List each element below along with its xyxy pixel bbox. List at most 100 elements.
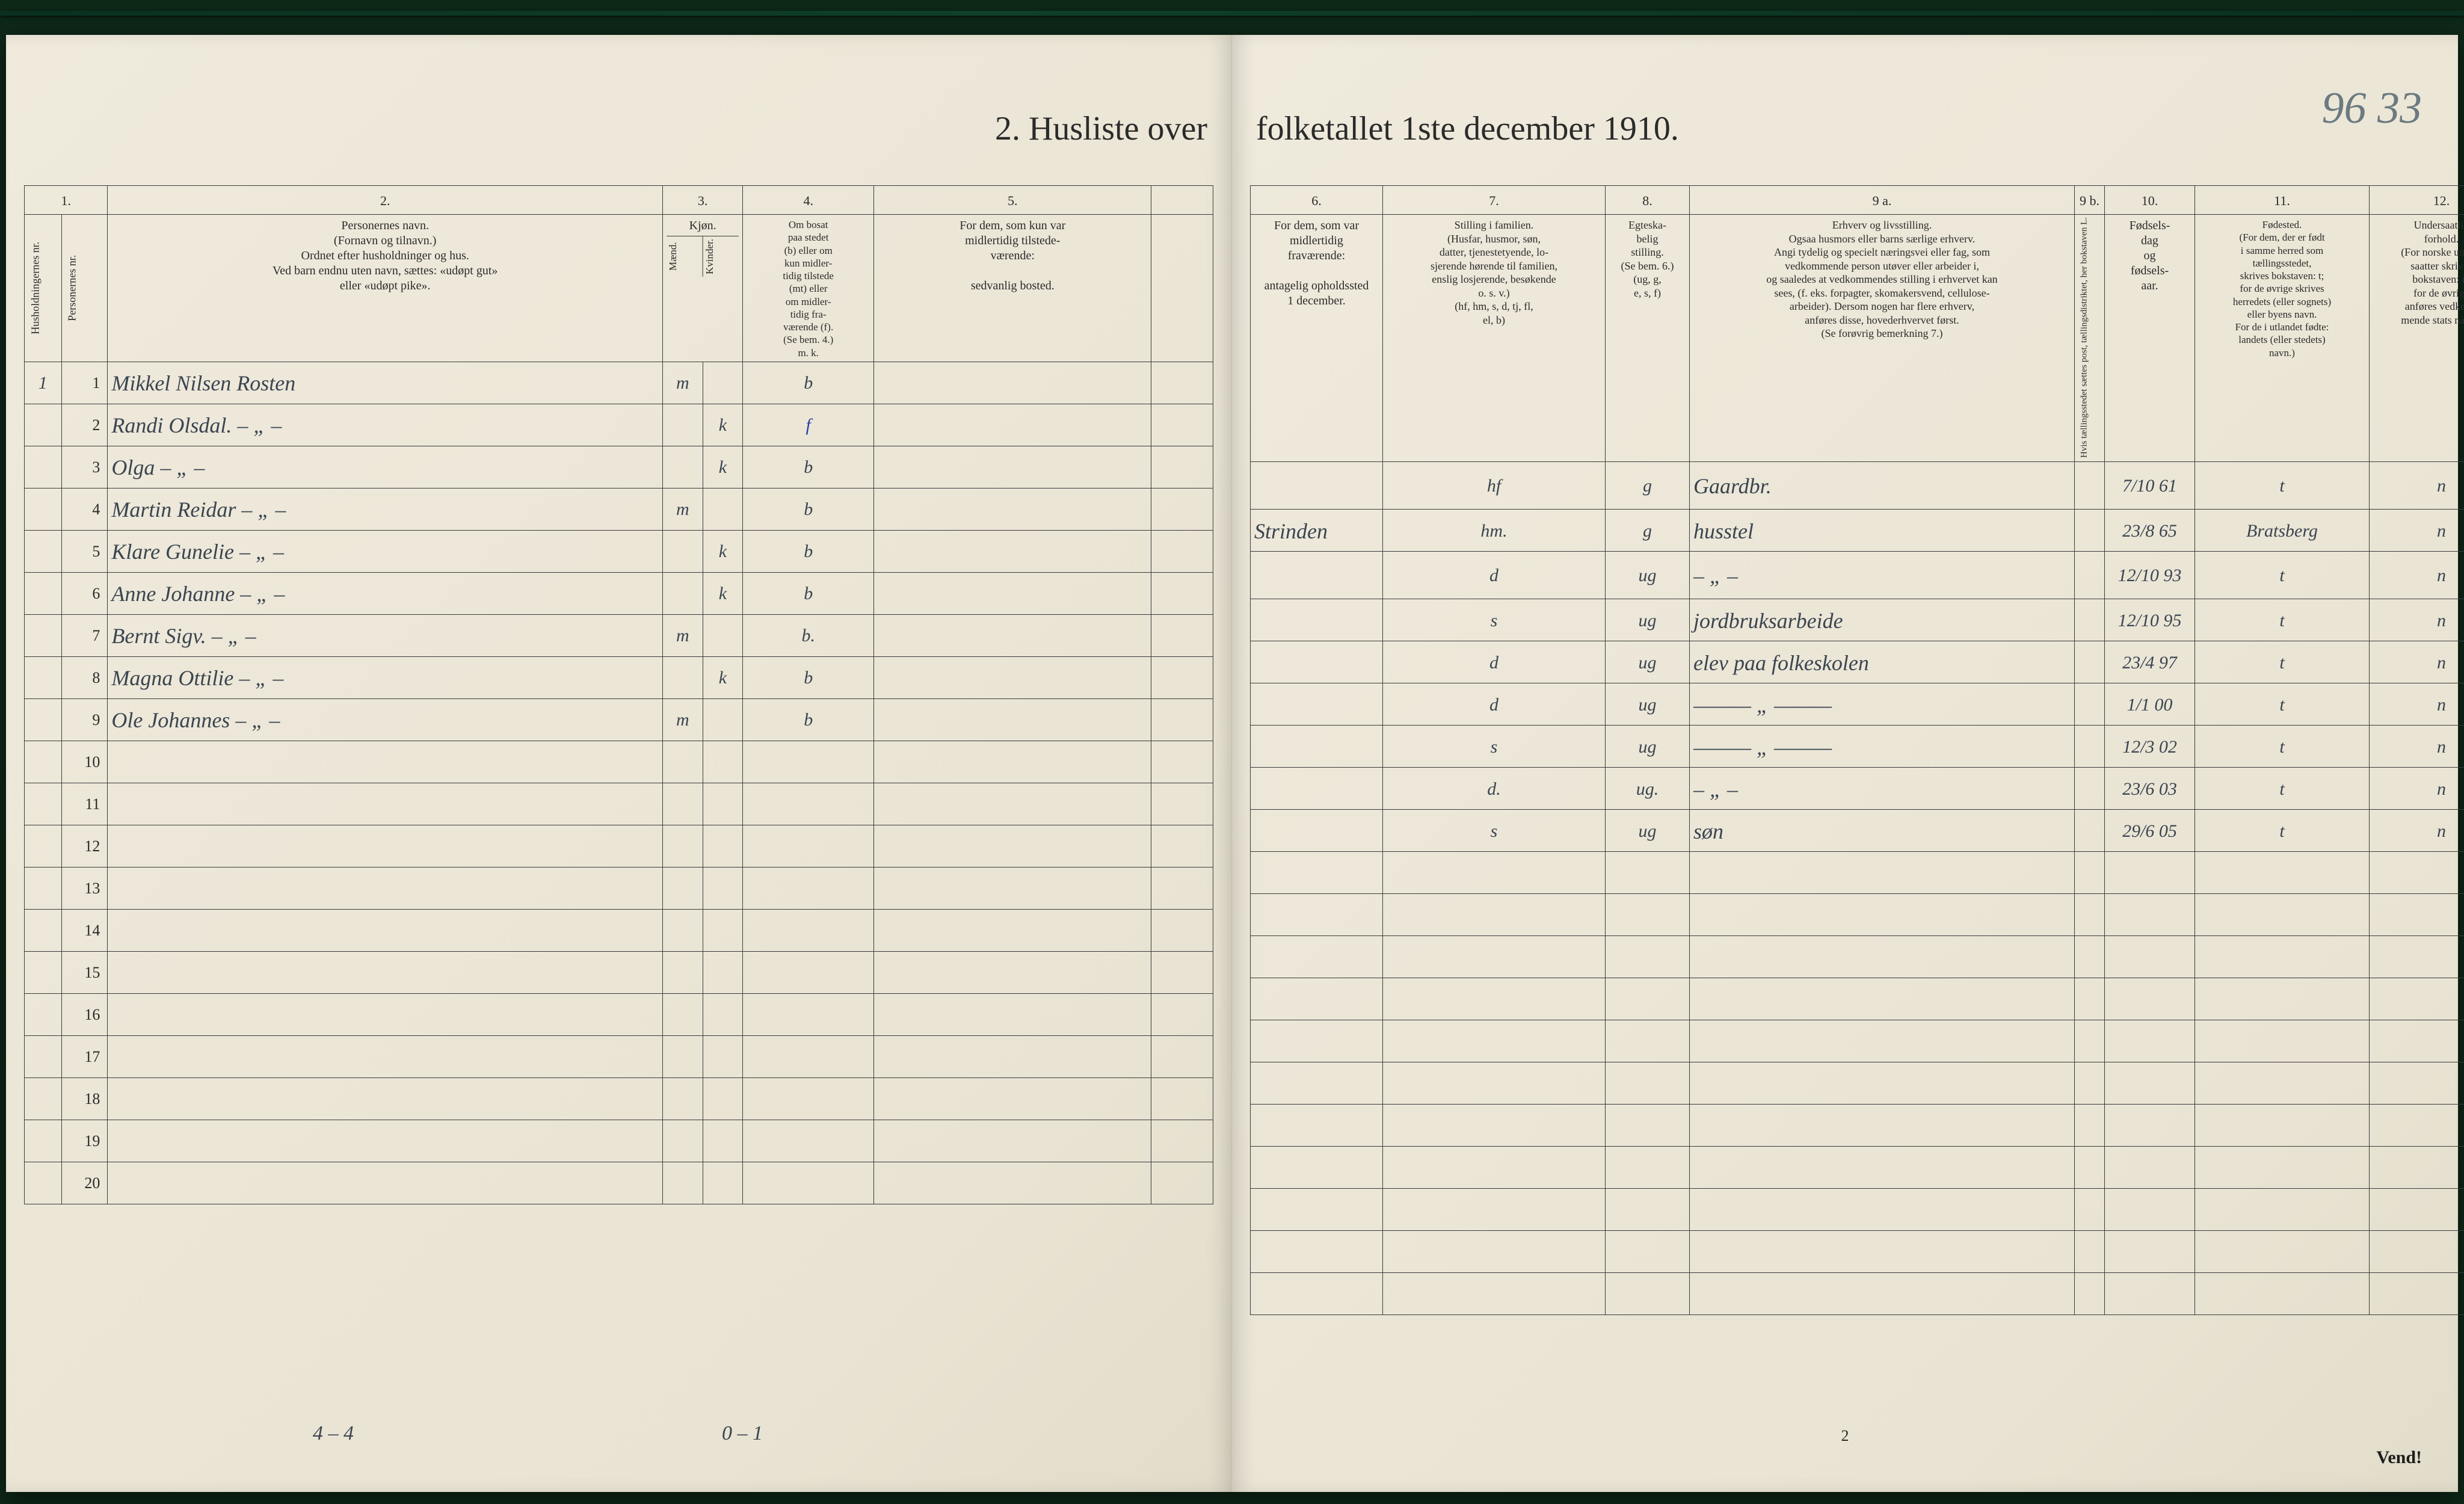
cell-blank [2195, 1062, 2370, 1105]
cell-blank [108, 867, 663, 909]
table-row-blank [1251, 1147, 2464, 1189]
cell-blank [2370, 1062, 2464, 1105]
cell-c11: t [2195, 552, 2370, 599]
tally-sex: 4 – 4 [313, 1422, 354, 1445]
cell-blank [874, 993, 1151, 1035]
cell-res: b [743, 488, 874, 530]
hdr-c11: Fødested. (For dem, der er født i samme … [2195, 215, 2370, 462]
hdr-c12: Undersaatlig forhold. (For norske under-… [2370, 215, 2464, 462]
cell-blank [1251, 852, 1383, 894]
cell-c8: ug [1606, 810, 1690, 852]
cell-c6-stub [1151, 530, 1213, 572]
table-row-blank: 10 [25, 741, 1213, 783]
cell-c8: ug [1606, 599, 1690, 641]
cell-blank [108, 1077, 663, 1120]
cell-blank [1690, 852, 2075, 894]
hdr-pn: Personernes nr. [61, 215, 108, 362]
colnum-9a: 9 a. [1690, 186, 2075, 215]
cell-c5 [874, 488, 1151, 530]
cell-blank [1151, 951, 1213, 993]
cell-c6-stub [1151, 362, 1213, 404]
cell-blank [1383, 1020, 1606, 1062]
hdr-sex-m: Mænd. [667, 236, 703, 277]
cell-pn: 19 [61, 1120, 108, 1162]
cell-blank [108, 909, 663, 951]
cell-c9b [2075, 599, 2105, 641]
cell-blank [108, 741, 663, 783]
cell-res: b [743, 656, 874, 698]
cell-c7: d. [1383, 768, 1606, 810]
hdr-c9: Erhverv og livsstilling. Ogsaa husmors e… [1690, 215, 2075, 462]
cell-sex-m: m [663, 698, 703, 741]
table-row: 11Mikkel Nilsen Rostenmb [25, 362, 1213, 404]
cell-blank [1251, 1273, 1383, 1315]
cell-c7: hf [1383, 462, 1606, 510]
table-row: 9Ole Johannes – „ –mb [25, 698, 1213, 741]
sheet-number-handwritten: 96 33 [2322, 83, 2422, 134]
cell-sex-k: k [703, 572, 743, 614]
cell-blank [743, 825, 874, 867]
cell-blank [2370, 894, 2464, 936]
table-row: dugelev paa folkeskolen23/4 97tns. [1251, 641, 2464, 683]
cell-blank [2370, 1189, 2464, 1231]
cell-blank [1251, 894, 1383, 936]
cell-blank [1251, 978, 1383, 1020]
cell-c6-stub [1151, 488, 1213, 530]
cell-blank [108, 1120, 663, 1162]
cell-hh [25, 488, 62, 530]
cell-name: Randi Olsdal. – „ – [108, 404, 663, 446]
cell-blank [1251, 1231, 1383, 1273]
cell-blank [1383, 852, 1606, 894]
cell-blank [2105, 1273, 2195, 1315]
book-spread: 2. Husliste over 1. 2. 3. 4. [6, 35, 2458, 1492]
cell-blank [1606, 852, 1690, 894]
cell-c6 [1251, 683, 1383, 726]
cell-blank [663, 741, 703, 783]
cell-c8: ug [1606, 641, 1690, 683]
cell-blank [108, 1162, 663, 1204]
cell-blank [1606, 1105, 1690, 1147]
table-row: Strindenhm.ghusstel23/8 65Bratsbergns. [1251, 510, 2464, 552]
cell-blank [2075, 1189, 2105, 1231]
cell-blank [1251, 1105, 1383, 1147]
table-row-blank: 14 [25, 909, 1213, 951]
table-row: 2Randi Olsdal. – „ –kf [25, 404, 1213, 446]
cell-blank [2195, 852, 2370, 894]
cell-blank [743, 951, 874, 993]
cell-c11: t [2195, 641, 2370, 683]
cell-c10: 12/10 95 [2105, 599, 2195, 641]
cell-blank [1251, 1147, 1383, 1189]
cell-sex-k: k [703, 404, 743, 446]
cell-c9: ——— „ ——— [1690, 726, 2075, 768]
cell-blank [2370, 1231, 2464, 1273]
cell-blank [743, 783, 874, 825]
table-row: 7Bernt Sigv. – „ –mb. [25, 614, 1213, 656]
cell-blank [108, 783, 663, 825]
cell-blank [2075, 852, 2105, 894]
cell-c7: s [1383, 810, 1606, 852]
cell-blank [2195, 1147, 2370, 1189]
cell-blank [1606, 894, 1690, 936]
cell-blank [703, 993, 743, 1035]
cell-blank [2075, 1147, 2105, 1189]
cell-blank [1690, 1062, 2075, 1105]
cell-blank [703, 951, 743, 993]
cell-blank [2105, 1020, 2195, 1062]
cell-c8: ug [1606, 726, 1690, 768]
cell-sex-m [663, 446, 703, 488]
cell-c12: n [2370, 683, 2464, 726]
cell-pn: 20 [61, 1162, 108, 1204]
cell-c9: ——— „ ——— [1690, 683, 2075, 726]
cell-blank [703, 783, 743, 825]
table-row: dug– „ –12/10 93tns.0 – 180 – 10 – 0 [1251, 552, 2464, 599]
table-row-blank: 16 [25, 993, 1213, 1035]
cell-blank [2075, 1231, 2105, 1273]
cell-blank [663, 783, 703, 825]
cell-blank [108, 825, 663, 867]
cell-blank [2105, 1231, 2195, 1273]
cell-blank [1606, 1062, 1690, 1105]
cell-blank [2075, 936, 2105, 978]
colnum-4: 4. [743, 186, 874, 215]
cell-hh [25, 698, 62, 741]
cell-hh [25, 1120, 62, 1162]
